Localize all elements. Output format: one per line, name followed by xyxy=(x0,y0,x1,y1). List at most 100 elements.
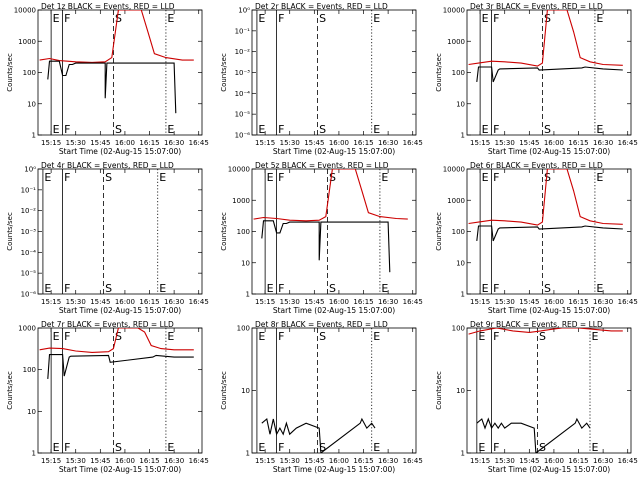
marker-label: F xyxy=(278,282,284,295)
x-tick-label: 16:15 xyxy=(139,139,159,147)
marker-label: S xyxy=(544,12,551,25)
x-tick-label: 15:30 xyxy=(495,457,515,465)
y-tick-label: 1 xyxy=(246,291,250,299)
y-tick-label: 10000 xyxy=(14,7,36,15)
x-tick-label: 15:15 xyxy=(41,457,61,465)
y-tick-label: 10 xyxy=(27,100,36,108)
y-tick-label: 1000 xyxy=(18,38,36,46)
marker-label: F xyxy=(64,171,70,184)
marker-label: S xyxy=(539,330,546,343)
y-tick-label: 1 xyxy=(461,291,465,299)
y-axis-label: Counts/sec xyxy=(435,212,443,251)
marker-label: F xyxy=(278,171,284,184)
y-tick-label: 100 xyxy=(237,325,250,333)
y-tick-label: 10000 xyxy=(443,166,465,174)
x-tick-label: 15:15 xyxy=(255,298,275,306)
x-tick-label: 16:45 xyxy=(189,298,209,306)
marker-label: E xyxy=(373,441,380,454)
panel-title: Det 9r BLACK = Events, RED = LLD xyxy=(470,320,603,329)
series-lld xyxy=(468,169,623,226)
panel-4: Det 4r BLACK = Events, RED = LLD 10⁻⁶ 10⁻⁵… xyxy=(6,161,209,315)
panel-5: Det 5z BLACK = Events, RED = LLD 1 10 100 10… xyxy=(220,161,423,315)
panel-title: Det 5z BLACK = Events, RED = LLD xyxy=(255,161,389,170)
x-tick-label: 16:30 xyxy=(164,457,184,465)
x-tick-label: 16:45 xyxy=(618,139,638,147)
marker-label: E xyxy=(159,171,166,184)
y-tick-label: 100 xyxy=(452,325,465,333)
x-axis-label: Start Time (02-Aug-15 15:07:00) xyxy=(273,147,395,156)
marker-label: S xyxy=(115,12,122,25)
x-tick-label: 16:30 xyxy=(378,139,398,147)
x-tick-label: 15:45 xyxy=(519,457,539,465)
panel-title: Det 4r BLACK = Events, RED = LLD xyxy=(41,161,174,170)
x-tick-label: 16:00 xyxy=(329,298,349,306)
y-tick-label: 10⁻⁴ xyxy=(21,249,37,257)
y-tick-label: 10 xyxy=(241,387,250,395)
marker-label: S xyxy=(115,330,122,343)
marker-label: E xyxy=(478,441,485,454)
x-axis-label: Start Time (02-Aug-15 15:07:00) xyxy=(59,465,181,474)
x-tick-label: 15:30 xyxy=(280,139,300,147)
series-lld xyxy=(39,10,194,63)
x-tick-label: 15:45 xyxy=(90,298,110,306)
marker-label: F xyxy=(493,282,499,295)
x-tick-label: 15:30 xyxy=(66,139,86,147)
y-tick-label: 10⁻³ xyxy=(235,69,251,77)
marker-label: E xyxy=(167,12,174,25)
y-axis-label: Counts/sec xyxy=(6,371,14,410)
series-events xyxy=(476,66,623,83)
y-tick-label: 100 xyxy=(452,228,465,236)
x-tick-label: 15:15 xyxy=(255,457,275,465)
marker-label: E xyxy=(478,330,485,343)
panel-2: Det 2r BLACK = Events, RED = LLD 10⁻⁶ 10⁻⁵… xyxy=(220,2,423,156)
marker-label: E xyxy=(44,282,51,295)
x-tick-label: 15:15 xyxy=(470,139,490,147)
y-tick-label: 1000 xyxy=(18,325,36,333)
panel-7: Det 7r BLACK = Events, RED = LLD 1 10 100 10… xyxy=(6,320,209,474)
marker-label: E xyxy=(592,330,599,343)
x-axis-label: Start Time (02-Aug-15 15:07:00) xyxy=(59,306,181,315)
x-tick-label: 16:30 xyxy=(378,457,398,465)
x-tick-label: 15:30 xyxy=(66,457,86,465)
panel-8: Det 8r BLACK = Events, RED = LLD 1 10 100 15… xyxy=(220,320,423,474)
marker-label: S xyxy=(319,441,326,454)
marker-label: E xyxy=(167,330,174,343)
x-tick-label: 16:00 xyxy=(329,139,349,147)
y-tick-label: 10⁻⁶ xyxy=(21,291,37,299)
x-tick-label: 16:00 xyxy=(544,457,564,465)
x-tick-label: 16:15 xyxy=(353,457,373,465)
series-lld xyxy=(39,328,194,353)
y-tick-label: 10 xyxy=(456,259,465,267)
x-tick-label: 16:00 xyxy=(544,139,564,147)
y-tick-label: 100 xyxy=(452,69,465,77)
x-tick-label: 15:45 xyxy=(519,139,539,147)
marker-label: E xyxy=(482,171,489,184)
marker-label: F xyxy=(493,330,499,343)
x-tick-label: 15:30 xyxy=(495,298,515,306)
x-tick-label: 16:15 xyxy=(568,298,588,306)
y-tick-label: 10⁻¹ xyxy=(235,27,251,35)
x-tick-label: 16:45 xyxy=(189,457,209,465)
x-tick-label: 15:45 xyxy=(304,457,324,465)
y-tick-label: 1000 xyxy=(232,197,250,205)
marker-label: E xyxy=(373,330,380,343)
marker-label: E xyxy=(482,123,489,136)
marker-label: E xyxy=(258,330,265,343)
x-tick-label: 16:00 xyxy=(115,298,135,306)
marker-label: F xyxy=(493,123,499,136)
y-tick-label: 10 xyxy=(241,259,250,267)
marker-label: S xyxy=(319,123,326,136)
series-lld xyxy=(468,328,623,335)
y-tick-label: 10⁻⁵ xyxy=(21,270,37,278)
marker-label: S xyxy=(115,441,122,454)
x-tick-label: 15:45 xyxy=(90,457,110,465)
marker-label: F xyxy=(278,441,284,454)
y-tick-label: 10⁻⁴ xyxy=(235,90,251,98)
y-axis-label: Counts/sec xyxy=(220,212,228,251)
series-events xyxy=(261,220,391,273)
panel-title: Det 2r BLACK = Events, RED = LLD xyxy=(255,2,388,11)
marker-label: S xyxy=(544,282,551,295)
x-tick-label: 16:00 xyxy=(329,457,349,465)
x-tick-label: 15:15 xyxy=(41,298,61,306)
x-tick-label: 16:45 xyxy=(403,457,423,465)
